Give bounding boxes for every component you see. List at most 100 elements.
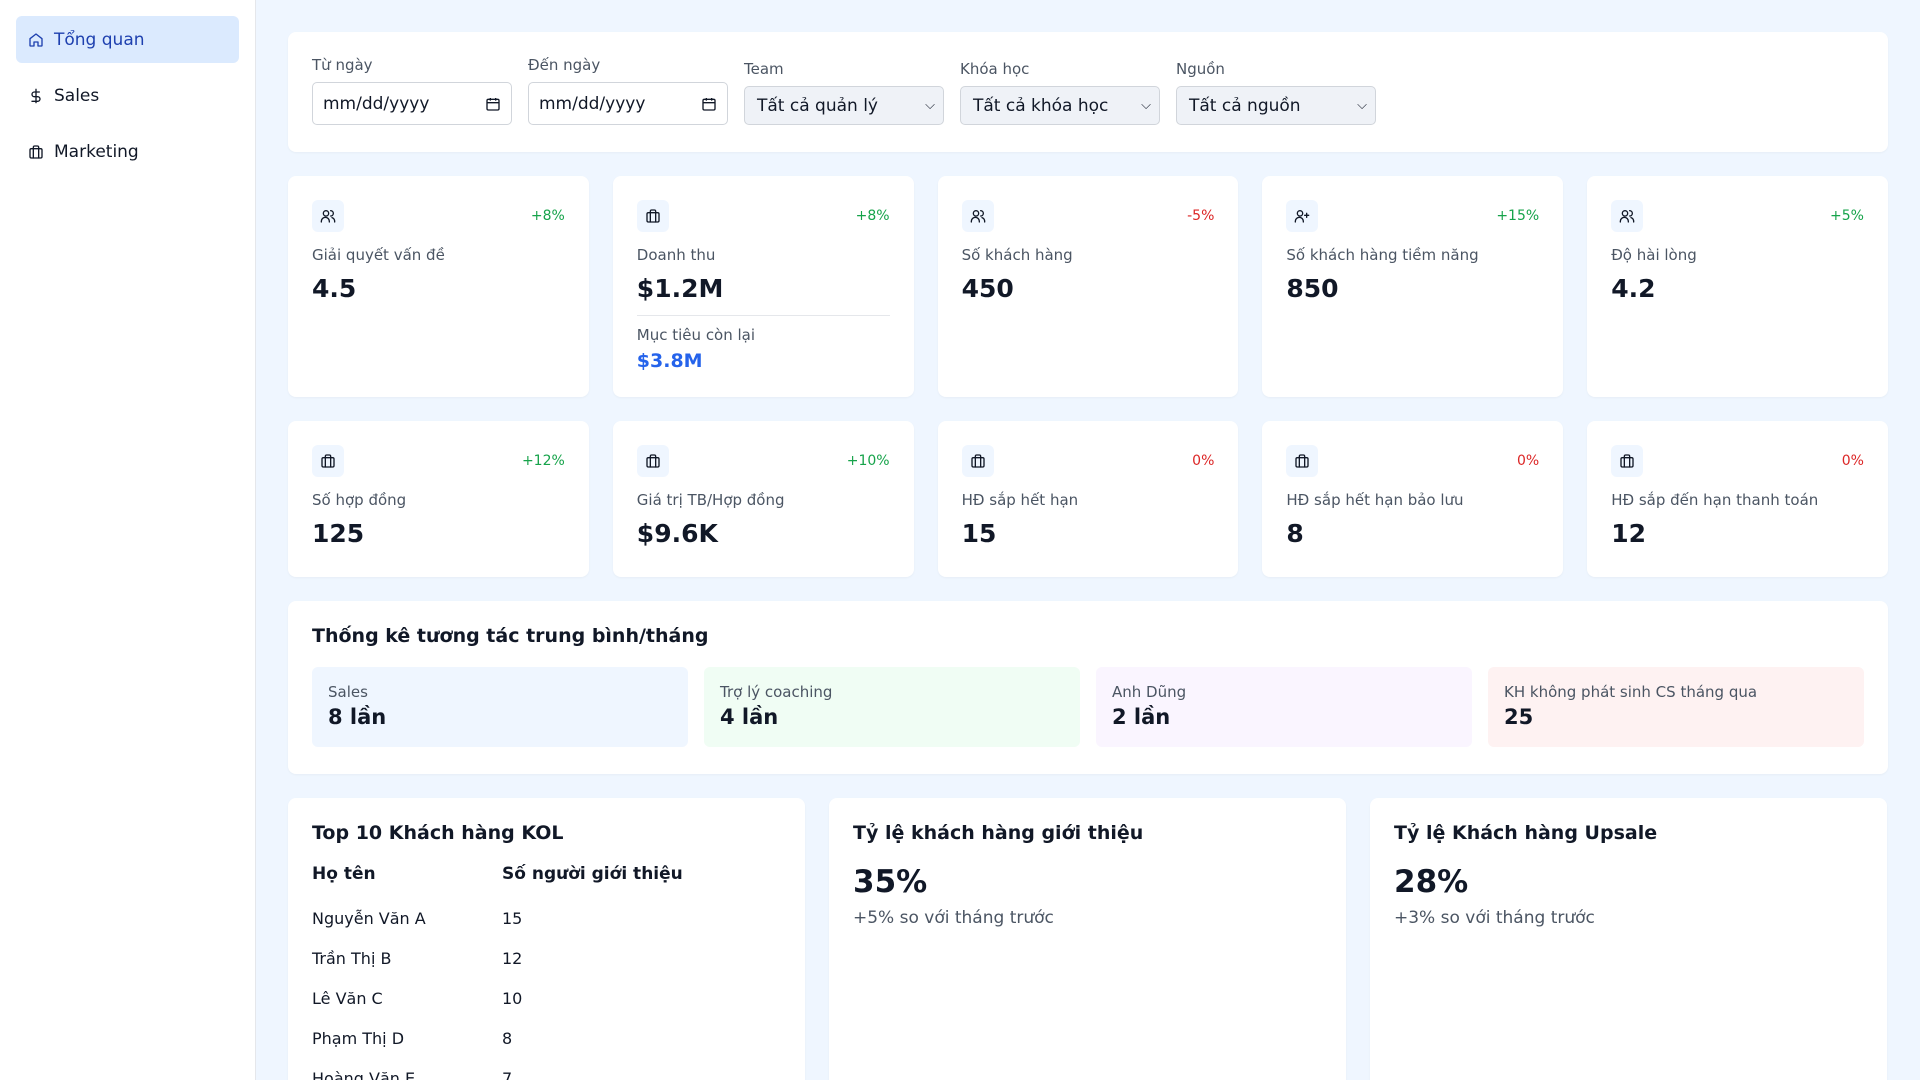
home-icon	[28, 32, 44, 48]
kpi-value: 4.5	[312, 274, 357, 303]
kol-card: Top 10 Khách hàng KOL Họ tên Số người gi…	[288, 798, 805, 1080]
chevron-down-icon: ⌵	[925, 98, 935, 113]
table-row: Nguyễn Văn A 15	[312, 898, 683, 938]
kol-table: Họ tên Số người giới thiệu Nguyễn Văn A 1…	[312, 864, 683, 1080]
stat-value: 8 lần	[328, 705, 387, 729]
sidebar-item-label: Sales	[54, 85, 100, 106]
referral-rate-note: +5% so với tháng trước	[853, 908, 1054, 928]
kpi-value: 15	[961, 519, 997, 548]
sidebar-item-sales[interactable]: Sales	[16, 72, 239, 119]
kpi-value: 450	[961, 274, 1014, 303]
table-row: Trần Thị B 12	[312, 938, 683, 978]
upsale-rate-value: 28%	[1394, 864, 1469, 900]
source-filter: Nguồn Tất cả nguồn ⌵	[1176, 56, 1376, 128]
sidebar: Tổng quan Sales Marketing	[0, 0, 256, 1080]
kpi-label: Độ hài lòng	[1611, 246, 1697, 264]
users-icon	[1611, 200, 1644, 232]
calendar-icon[interactable]	[701, 96, 717, 112]
stat-no-care-customers: KH không phát sinh CS tháng qua 25	[1488, 667, 1864, 747]
trend-badge: 0%	[1192, 453, 1215, 469]
kpi-card-payment-due: 0% HĐ sắp đến hạn thanh toán 12	[1587, 421, 1888, 577]
cell-name: Hoàng Văn E	[312, 1068, 416, 1080]
stat-anh-dung: Anh Dũng 2 lần	[1096, 667, 1472, 747]
user-plus-icon	[1286, 200, 1319, 232]
trend-badge: 0%	[1841, 453, 1864, 469]
trend-badge: +8%	[530, 208, 565, 224]
stat-coaching-assistant: Trợ lý coaching 4 lần	[704, 667, 1080, 747]
kpi-card-expiring-contracts: 0% HĐ sắp hết hạn 15	[937, 421, 1239, 577]
kpi-value: 8	[1286, 519, 1304, 548]
cell-referrals: 8	[502, 1028, 513, 1048]
cell-referrals: 7	[502, 1068, 513, 1080]
section-title: Top 10 Khách hàng KOL	[312, 822, 564, 844]
sidebar-item-label: Marketing	[54, 141, 139, 162]
interaction-stats-card: Thống kê tương tác trung bình/tháng Sale…	[288, 601, 1888, 774]
cell-referrals: 15	[502, 908, 523, 928]
section-title: Tỷ lệ khách hàng giới thiệu	[853, 822, 1144, 844]
chevron-down-icon: ⌵	[1357, 98, 1367, 113]
stat-label: KH không phát sinh CS tháng qua	[1504, 683, 1758, 701]
cell-referrals: 10	[502, 988, 523, 1008]
remaining-target: Mục tiêu còn lại $3.8M	[636, 315, 890, 372]
to-date-filter: Đến ngày mm/dd/yyyy	[528, 56, 728, 128]
to-date-input[interactable]: mm/dd/yyyy	[528, 82, 728, 125]
sidebar-item-tong-quan[interactable]: Tổng quan	[16, 16, 239, 63]
cell-name: Phạm Thị D	[312, 1028, 405, 1048]
source-select-value: Tất cả nguồn	[1189, 95, 1301, 116]
dollar-icon	[28, 88, 44, 104]
trend-badge: +15%	[1496, 208, 1540, 224]
kpi-card-expiring-reservations: 0% HĐ sắp hết hạn bảo lưu 8	[1262, 421, 1564, 577]
calendar-icon[interactable]	[485, 96, 501, 112]
briefcase-icon	[636, 200, 669, 232]
kpi-label: Doanh thu	[636, 246, 716, 264]
kpi-label: Số hợp đồng	[312, 491, 407, 509]
table-row: Hoàng Văn E 7	[312, 1058, 683, 1080]
section-title: Tỷ lệ Khách hàng Upsale	[1394, 822, 1658, 844]
course-select[interactable]: Tất cả khóa học ⌵	[960, 86, 1160, 125]
stat-value: 2 lần	[1112, 705, 1171, 729]
course-select-value: Tất cả khóa học	[973, 95, 1109, 116]
kpi-value: 850	[1286, 274, 1339, 303]
trend-badge: 0%	[1516, 453, 1540, 469]
cell-name: Nguyễn Văn A	[312, 908, 426, 928]
upsale-rate-note: +3% so với tháng trước	[1394, 908, 1595, 928]
stat-value: 25	[1504, 705, 1534, 729]
kpi-label: Số khách hàng tiềm năng	[1286, 246, 1479, 264]
kpi-value: 4.2	[1611, 274, 1656, 303]
from-date-input[interactable]: mm/dd/yyyy	[312, 82, 512, 125]
kpi-card-satisfaction: +5% Độ hài lòng 4.2	[1587, 176, 1888, 397]
users-icon	[961, 200, 994, 232]
stat-value: 4 lần	[720, 705, 779, 729]
source-select[interactable]: Tất cả nguồn ⌵	[1176, 86, 1376, 125]
stat-label: Anh Dũng	[1112, 683, 1187, 701]
briefcase-icon	[1611, 445, 1644, 477]
kpi-label: HĐ sắp hết hạn	[961, 491, 1079, 509]
kpi-card-revenue: +8% Doanh thu $1.2M Mục tiêu còn lại $3.…	[612, 176, 914, 397]
main-content: Từ ngày mm/dd/yyyy Đến ngày mm/dd/yyyy T…	[288, 32, 1888, 1080]
from-date-placeholder: mm/dd/yyyy	[323, 93, 430, 114]
kpi-value: $9.6K	[636, 519, 718, 548]
kpi-label: HĐ sắp đến hạn thanh toán	[1611, 491, 1819, 509]
stat-label: Trợ lý coaching	[720, 683, 833, 701]
team-label: Team	[744, 60, 784, 78]
source-label: Nguồn	[1176, 60, 1225, 78]
kpi-label: HĐ sắp hết hạn bảo lưu	[1286, 491, 1464, 509]
section-title: Thống kê tương tác trung bình/tháng	[312, 625, 709, 647]
trend-badge: +5%	[1830, 208, 1864, 224]
team-select-value: Tất cả quản lý	[757, 95, 878, 116]
remaining-target-label: Mục tiêu còn lại	[636, 326, 756, 344]
briefcase-icon	[1286, 445, 1319, 477]
sidebar-item-marketing[interactable]: Marketing	[16, 128, 239, 175]
briefcase-icon	[961, 445, 994, 477]
kpi-row-1: +8% Giải quyết vấn đề 4.5 +8% Doanh thu …	[288, 176, 1888, 397]
team-filter: Team Tất cả quản lý ⌵	[744, 56, 944, 128]
course-filter: Khóa học Tất cả khóa học ⌵	[960, 56, 1160, 128]
kpi-row-2: +12% Số hợp đồng 125 +10% Giá trị TB/Hợp…	[288, 421, 1888, 577]
trend-badge: -5%	[1187, 208, 1215, 224]
kpi-card-customers: -5% Số khách hàng 450	[937, 176, 1239, 397]
trend-badge: +10%	[846, 453, 890, 469]
sidebar-item-label: Tổng quan	[54, 29, 145, 50]
kpi-label: Giải quyết vấn đề	[312, 246, 445, 264]
briefcase-icon	[312, 445, 344, 477]
team-select[interactable]: Tất cả quản lý ⌵	[744, 86, 944, 125]
